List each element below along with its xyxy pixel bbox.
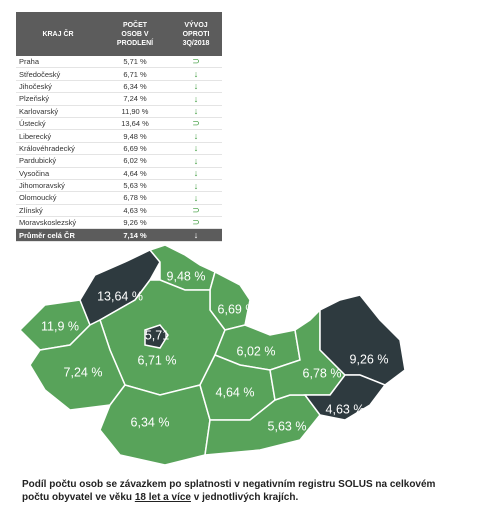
region-value: 9,48 % [100, 129, 170, 143]
table-row: Středočeský 6,71 % ↓ [16, 67, 222, 81]
trend-icon: ⊃ [170, 56, 222, 69]
table-row: Pardubický 6,02 % ↓ [16, 154, 222, 168]
region-value: 6,69 % [100, 142, 170, 156]
trend-icon: ↓ [170, 191, 222, 205]
map-label: 4,63 % [326, 402, 365, 416]
caption-text: Podíl počtu osob se závazkem po splatnos… [22, 479, 436, 503]
region-value: 7,14 % [100, 228, 170, 243]
region [144, 324, 169, 349]
trend-icon: ↓ [170, 105, 222, 118]
trend-icon: ↓ [170, 228, 222, 243]
map-label: 5,63 % [268, 419, 307, 433]
region [303, 374, 387, 421]
table-row: Moravskoslezský 9,26 % ⊃ [16, 216, 222, 230]
region-name: Ústecký [16, 117, 100, 131]
map-label: 9,26 % [350, 352, 389, 366]
trend-icon: ↓ [170, 80, 222, 94]
map-label: 9,48 % [167, 269, 206, 283]
region-value: 6,78 % [100, 191, 170, 205]
trend-icon: ↓ [170, 179, 222, 193]
region-name: Karlovarský [16, 105, 100, 118]
region-value: 4,63 % [100, 204, 170, 218]
trend-icon: ↓ [170, 92, 222, 106]
map-label: 6,69 % [218, 302, 257, 316]
region-value: 9,26 % [100, 216, 170, 230]
table-row: Karlovarský 11,90 % ↓ [16, 105, 222, 118]
region-value: 6,71 % [100, 67, 170, 81]
map-label: 13,64 % [97, 289, 143, 303]
region-name: Pardubický [16, 154, 100, 168]
trend-icon: ⊃ [170, 204, 222, 218]
table-row: Jihočeský 6,34 % ↓ [16, 80, 222, 94]
region-value: 5,63 % [100, 179, 170, 193]
region-name: Středočeský [16, 67, 100, 81]
table-row: Liberecký 9,48 % ↓ [16, 129, 222, 143]
trend-icon: ↓ [170, 167, 222, 180]
region-name: Olomoucký [16, 191, 100, 205]
trend-icon: ↓ [170, 142, 222, 156]
region-name: Jihomoravský [16, 179, 100, 193]
region-name: Průměr celá ČR [16, 228, 100, 243]
table-row: Plzeňský 7,24 % ↓ [16, 92, 222, 106]
table-row: Královéhradecký 6,69 % ↓ [16, 142, 222, 156]
region-name: Moravskoslezský [16, 216, 100, 230]
trend-icon: ↓ [170, 154, 222, 168]
region-value: 11,90 % [100, 105, 170, 118]
region-name: Vysočina [16, 167, 100, 180]
map-label: 6,71 % [138, 353, 177, 367]
caption-emphasis: 18 let a více [134, 492, 191, 503]
region-value: 5,71 % [100, 56, 170, 69]
map-label: 6,78 % [303, 366, 342, 380]
trend-icon: ⊃ [170, 216, 222, 230]
map-label: 6,34 % [131, 415, 170, 429]
trend-icon: ↓ [170, 67, 222, 81]
trend-icon: ⊃ [170, 117, 222, 131]
trend-icon: ↓ [170, 129, 222, 143]
region-value: 4,64 % [100, 167, 170, 180]
map-label: 7,24 % [64, 365, 103, 379]
region-name: Zlínský [16, 204, 100, 218]
region-value: 6,02 % [100, 154, 170, 168]
table-row: Vysočina 4,64 % ↓ [16, 167, 222, 180]
header-cell: KRAJ ČR [16, 12, 100, 56]
region-value: 7,24 % [100, 92, 170, 106]
map-label: 6,02 % [237, 344, 276, 358]
table-row: Olomoucký 6,78 % ↓ [16, 191, 222, 205]
region-name: Jihočeský [16, 80, 100, 94]
region-name: Liberecký [16, 129, 100, 143]
table-row: Zlínský 4,63 % ⊃ [16, 204, 222, 218]
region-value: 13,64 % [100, 117, 170, 131]
footer-row: Průměr celá ČR 7,14 % ↓ [16, 228, 222, 243]
header-row: KRAJ ČR POČET OSOB V PRODLENÍ VÝVOJ OPRO… [16, 12, 222, 56]
table-row: Ústecký 13,64 % ⊃ [16, 117, 222, 131]
region-name: Plzeňský [16, 92, 100, 106]
caption-text: v jednotlivých krajích. [190, 492, 299, 503]
header-cell: POČET OSOB V PRODLENÍ [100, 12, 170, 56]
table-row: Praha 5,71 % ⊃ [16, 56, 222, 69]
region-map: 11,9 % 13,64 % 9,48 % 6,69 % 5,71 6,71 %… [18, 244, 406, 466]
region-table: KRAJ ČR POČET OSOB V PRODLENÍ VÝVOJ OPRO… [16, 12, 222, 243]
table-row: Jihomoravský 5,63 % ↓ [16, 179, 222, 193]
header-cell: VÝVOJ OPROTI 3Q/2018 [170, 12, 222, 56]
map-label: 4,64 % [216, 385, 255, 399]
region-value: 6,34 % [100, 80, 170, 94]
map-label: 5,71 [145, 328, 169, 342]
region-name: Praha [16, 56, 100, 69]
caption: Podíl počtu osob se závazkem po splatnos… [22, 478, 462, 504]
region [319, 294, 406, 386]
map-label: 11,9 % [41, 319, 79, 333]
region-name: Královéhradecký [16, 142, 100, 156]
